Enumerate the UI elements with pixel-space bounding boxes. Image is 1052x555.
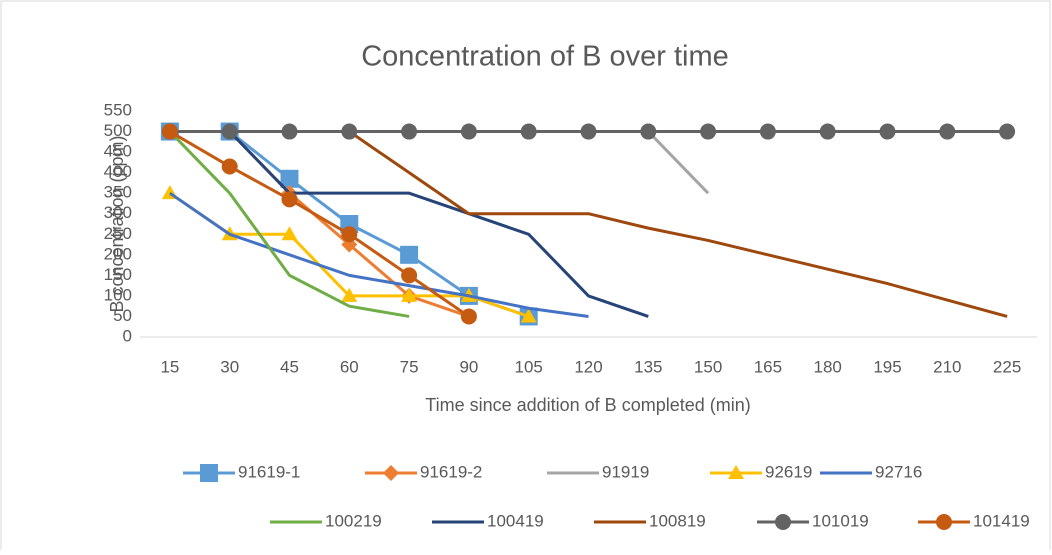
marker xyxy=(281,191,298,208)
marker xyxy=(383,465,399,481)
marker xyxy=(700,123,717,140)
legend-label: 101419 xyxy=(973,511,1030,530)
marker xyxy=(400,245,419,264)
marker xyxy=(281,123,298,140)
y-axis-label: B concentration (ppm) xyxy=(107,135,127,312)
x-tick-label: 120 xyxy=(574,357,602,376)
x-tick-label: 165 xyxy=(754,357,782,376)
legend-label: 100219 xyxy=(325,511,382,530)
marker xyxy=(879,123,896,140)
x-tick-label: 150 xyxy=(694,357,722,376)
x-tick-label: 210 xyxy=(933,357,961,376)
marker xyxy=(341,226,358,243)
marker xyxy=(341,123,358,140)
x-tick-label: 195 xyxy=(873,357,901,376)
x-tick-label: 180 xyxy=(814,357,842,376)
legend-label: 101019 xyxy=(812,511,869,530)
marker xyxy=(280,169,299,188)
x-axis-label: Time since addition of B completed (min) xyxy=(425,395,750,415)
legend-label: 91619-1 xyxy=(238,462,300,481)
marker xyxy=(460,308,477,325)
y-tick-label: 400 xyxy=(104,162,132,181)
marker xyxy=(939,123,956,140)
legend-label: 91919 xyxy=(602,462,649,481)
marker xyxy=(640,123,657,140)
marker xyxy=(401,287,418,302)
y-tick-label: 500 xyxy=(104,121,132,140)
marker xyxy=(819,123,836,140)
marker xyxy=(520,123,537,140)
marker xyxy=(520,308,537,323)
y-tick-label: 150 xyxy=(104,265,132,284)
legend-label: 100819 xyxy=(649,511,706,530)
y-tick-label: 0 xyxy=(123,326,132,345)
legend-label: 91619-2 xyxy=(420,462,482,481)
series-line xyxy=(169,130,649,318)
x-tick-label: 75 xyxy=(400,357,419,376)
marker xyxy=(775,514,791,530)
y-tick-label: 450 xyxy=(104,142,132,161)
x-tick-label: 105 xyxy=(515,357,543,376)
marker xyxy=(221,123,238,140)
series-line xyxy=(169,191,589,318)
y-tick-label: 550 xyxy=(104,100,132,119)
y-tick-label: 350 xyxy=(104,183,132,202)
x-tick-label: 135 xyxy=(634,357,662,376)
marker xyxy=(728,465,744,479)
x-tick-label: 60 xyxy=(340,357,359,376)
marker xyxy=(999,123,1016,140)
legend-label: 92716 xyxy=(875,462,922,481)
x-tick-label: 30 xyxy=(220,357,239,376)
x-tick-label: 45 xyxy=(280,357,299,376)
marker xyxy=(401,123,418,140)
marker xyxy=(200,464,218,482)
marker xyxy=(936,514,952,530)
legend-label: 92619 xyxy=(765,462,812,481)
marker xyxy=(161,123,178,140)
series-line xyxy=(168,130,410,318)
series-line xyxy=(169,130,470,318)
chart-title: Concentration of B over time xyxy=(361,41,729,73)
x-tick-label: 225 xyxy=(993,357,1021,376)
y-tick-label: 100 xyxy=(104,285,132,304)
marker xyxy=(460,123,477,140)
marker xyxy=(580,123,597,140)
x-tick-label: 15 xyxy=(160,357,179,376)
legend-label: 100419 xyxy=(487,511,544,530)
y-tick-label: 200 xyxy=(104,244,132,263)
marker xyxy=(341,287,358,302)
marker xyxy=(759,123,776,140)
marker xyxy=(281,226,298,241)
x-tick-label: 90 xyxy=(459,357,478,376)
marker xyxy=(401,267,418,284)
y-tick-label: 300 xyxy=(104,203,132,222)
y-tick-label: 250 xyxy=(104,224,132,243)
marker xyxy=(221,158,238,175)
y-tick-label: 50 xyxy=(113,306,132,325)
